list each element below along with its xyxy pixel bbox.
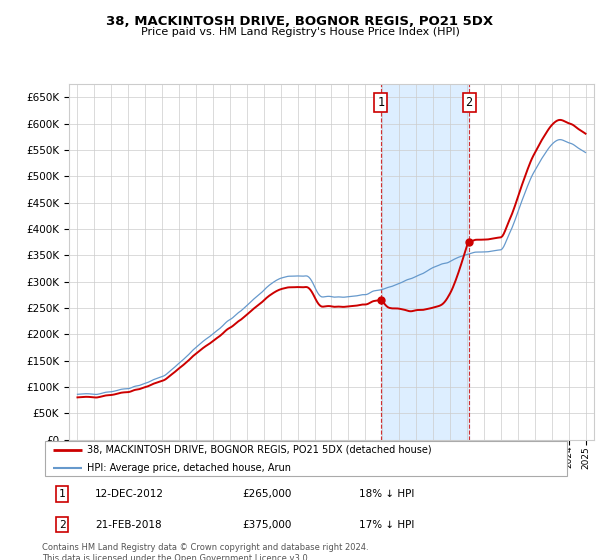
Text: 12-DEC-2012: 12-DEC-2012	[95, 489, 164, 499]
FancyBboxPatch shape	[44, 441, 568, 475]
Text: Price paid vs. HM Land Registry's House Price Index (HPI): Price paid vs. HM Land Registry's House …	[140, 27, 460, 38]
Text: 2: 2	[59, 520, 65, 530]
Bar	[381, 84, 469, 440]
Text: £375,000: £375,000	[242, 520, 292, 530]
Text: 38, MACKINTOSH DRIVE, BOGNOR REGIS, PO21 5DX (detached house): 38, MACKINTOSH DRIVE, BOGNOR REGIS, PO21…	[87, 445, 431, 455]
Text: 38, MACKINTOSH DRIVE, BOGNOR REGIS, PO21 5DX: 38, MACKINTOSH DRIVE, BOGNOR REGIS, PO21…	[106, 15, 494, 28]
Text: 1: 1	[59, 489, 65, 499]
Text: £265,000: £265,000	[242, 489, 292, 499]
Text: 18% ↓ HPI: 18% ↓ HPI	[359, 489, 414, 499]
Text: 17% ↓ HPI: 17% ↓ HPI	[359, 520, 414, 530]
Text: HPI: Average price, detached house, Arun: HPI: Average price, detached house, Arun	[87, 463, 291, 473]
Text: 21-FEB-2018: 21-FEB-2018	[95, 520, 161, 530]
Text: Contains HM Land Registry data © Crown copyright and database right 2024.
This d: Contains HM Land Registry data © Crown c…	[42, 543, 368, 560]
Text: 1: 1	[377, 96, 385, 109]
Text: 2: 2	[466, 96, 473, 109]
